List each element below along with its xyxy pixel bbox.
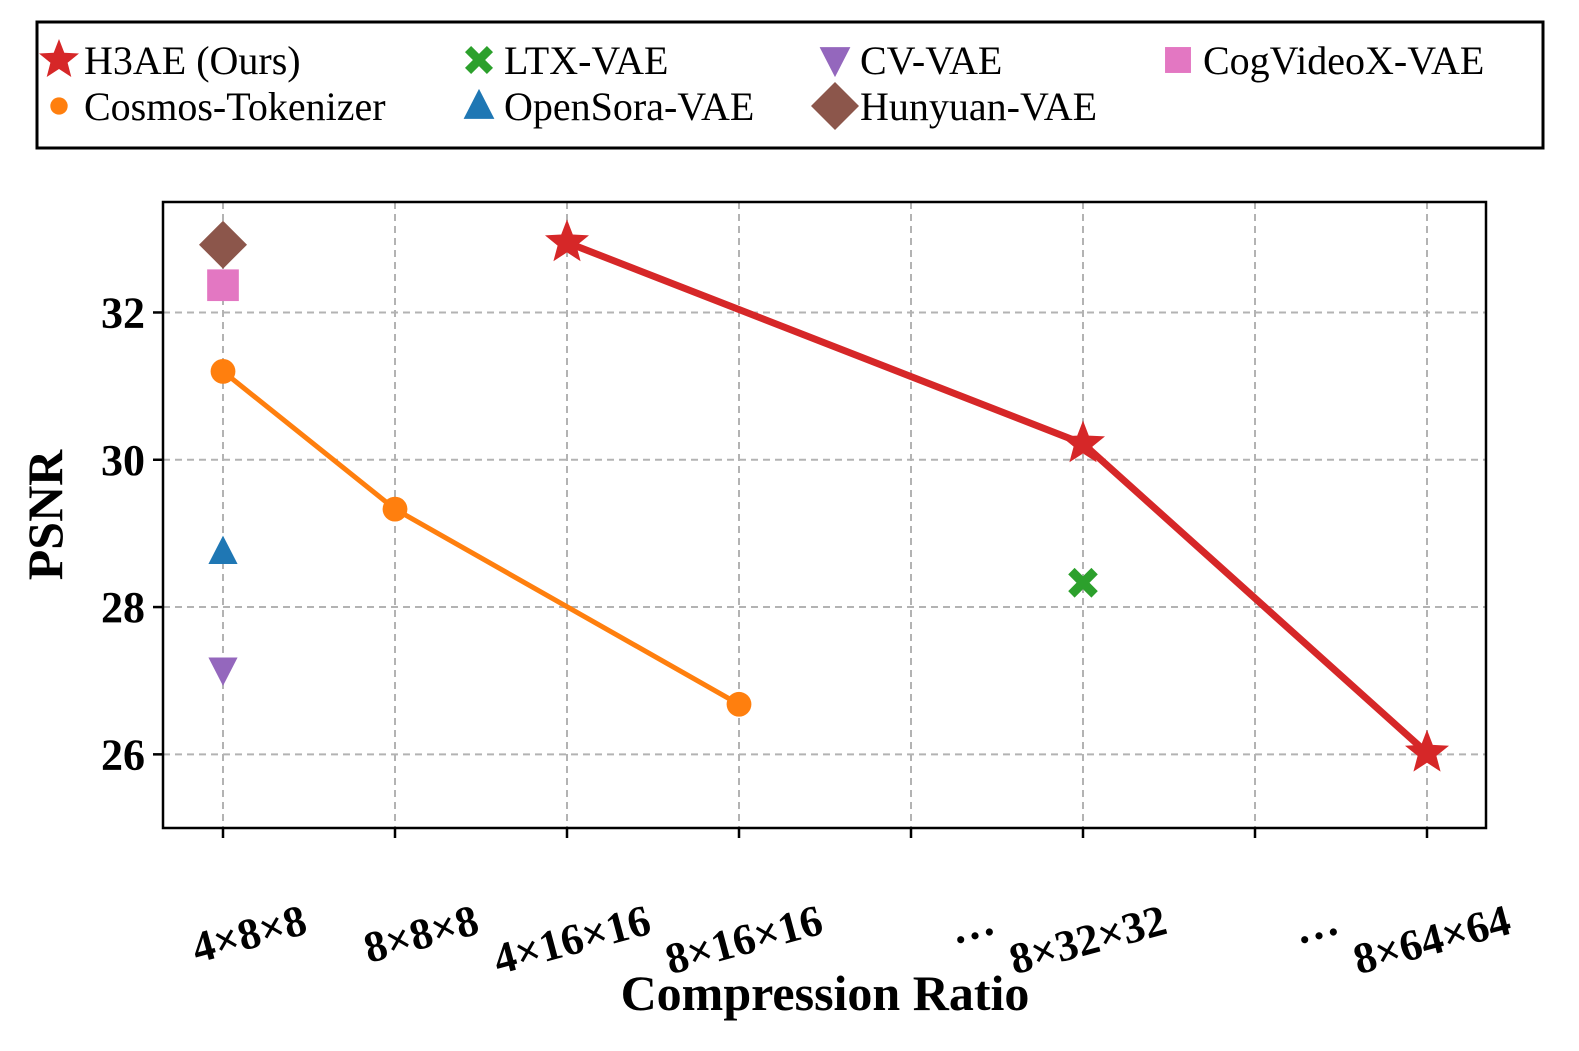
data-point-cosmos-tokenizer (382, 496, 408, 522)
series-ltx-vae (1068, 567, 1098, 598)
legend-label: LTX-VAE (504, 38, 668, 83)
legend-label: Cosmos-Tokenizer (84, 84, 386, 129)
legend-marker-ltx-vae (465, 46, 493, 74)
legend-item-hunyuan-vae: Hunyuan-VAE (811, 82, 1097, 130)
data-point-cv-vae (208, 657, 238, 686)
y-tick-label: 28 (101, 583, 145, 632)
data-point-hunyuan-vae (199, 220, 247, 269)
data-point-cogvideox-vae (207, 269, 239, 302)
legend-label: CV-VAE (860, 38, 1002, 83)
x-axis-title: Compression Ratio (621, 965, 1030, 1021)
legend-marker-cogvideox-vae (1165, 47, 1191, 73)
data-point-h3ae-ours (1405, 729, 1449, 772)
legend-label: OpenSora-VAE (504, 84, 754, 129)
legend-item-ltx-vae: LTX-VAE (465, 38, 668, 83)
legend-marker-hunyuan-vae (811, 82, 859, 130)
legend: H3AE (Ours) LTX-VAE CV-VAE CogVideoX-VAE Cos… (35, 20, 1545, 150)
legend-frame (35, 20, 1545, 150)
y-tick-label: 26 (101, 730, 145, 779)
y-tick-label: 30 (101, 436, 145, 485)
data-point-h3ae-ours (1061, 420, 1105, 463)
legend-label: CogVideoX-VAE (1203, 38, 1484, 83)
data-point-opensora-vae (208, 535, 238, 564)
y-tick-label: 32 (101, 288, 145, 337)
legend-item-cosmos-tokenizer: Cosmos-Tokenizer (50, 84, 386, 129)
data-point-ltx-vae (1068, 567, 1098, 598)
legend-label: Hunyuan-VAE (860, 84, 1097, 129)
legend-label: H3AE (Ours) (84, 38, 301, 83)
series-h3ae-ours (545, 219, 1449, 772)
legend-marker-cv-vae (819, 47, 851, 78)
series-layer (199, 219, 1449, 772)
legend-item-h3ae-ours: H3AE (Ours) (39, 38, 301, 83)
legend-item-opensora-vae: OpenSora-VAE (463, 84, 754, 129)
legend-item-cv-vae: CV-VAE (819, 38, 1002, 83)
series-cv-vae (208, 657, 238, 686)
series-opensora-vae (208, 535, 238, 564)
series-cogvideox-vae (207, 269, 239, 302)
data-point-cosmos-tokenizer (210, 358, 236, 384)
legend-marker-opensora-vae (463, 88, 495, 119)
plot-frame (161, 200, 1488, 830)
legend-item-cogvideox-vae: CogVideoX-VAE (1165, 38, 1484, 83)
y-axis-title: PSNR (17, 449, 73, 580)
legend-marker-h3ae-ours (39, 39, 79, 77)
data-point-cosmos-tokenizer (726, 691, 752, 717)
series-hunyuan-vae (199, 220, 247, 269)
data-point-h3ae-ours (545, 219, 589, 262)
legend-marker-cosmos-tokenizer (50, 97, 68, 115)
series-cosmos-tokenizer (210, 358, 752, 717)
